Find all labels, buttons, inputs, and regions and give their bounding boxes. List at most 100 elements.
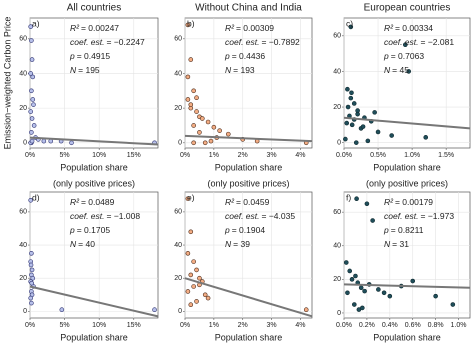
- x-tick-label: 0%: [180, 152, 190, 159]
- stat-value: = −0.7892: [262, 37, 301, 47]
- point: [194, 299, 199, 304]
- stat: p = 0.4436: [224, 51, 265, 61]
- point: [29, 116, 35, 121]
- stat-name: N: [225, 239, 232, 249]
- point: [29, 267, 35, 273]
- stat: R² = 0.0459: [225, 197, 270, 207]
- stat-value: = 0.00179: [395, 197, 433, 207]
- point: [376, 287, 381, 292]
- stat-value: = 31: [392, 239, 409, 249]
- panel-label: b): [187, 18, 195, 28]
- x-tick-label: 0%: [25, 152, 35, 159]
- point: [353, 140, 359, 145]
- point: [191, 259, 196, 264]
- stat-name: p: [224, 51, 230, 61]
- x-tick-label: 1.0%: [451, 322, 467, 329]
- x-tick-label: 3%: [267, 152, 277, 159]
- stat-name: R²: [70, 23, 80, 33]
- stat: R² = 0.00334: [384, 23, 433, 33]
- point: [191, 140, 196, 146]
- panel-subtitle: (only positive prices): [366, 178, 448, 188]
- stat-name: coef. est.: [70, 37, 105, 47]
- stat-value: = 0.1904: [232, 225, 266, 235]
- stat-name: N: [70, 65, 77, 75]
- point: [188, 102, 194, 107]
- point: [205, 119, 211, 125]
- x-axis-label: Population share: [215, 162, 283, 172]
- stat-value: = 0.7063: [391, 51, 425, 61]
- stat-name: coef. est.: [225, 211, 260, 221]
- fit-line: [29, 285, 159, 318]
- point: [30, 97, 36, 102]
- stat-value: = 0.00334: [395, 23, 433, 33]
- stat: N = 45: [384, 65, 409, 75]
- y-tick-label: 60: [174, 36, 182, 43]
- y-tick-label: 60: [333, 209, 341, 216]
- stat: coef. est. = −4.035: [225, 211, 295, 221]
- stat-value: = −1.973: [421, 211, 455, 221]
- y-tick-label: 60: [333, 33, 341, 40]
- x-tick-label: 1%: [209, 322, 219, 329]
- fit-line: [184, 277, 313, 318]
- point: [185, 74, 191, 80]
- point: [362, 288, 367, 294]
- point: [194, 109, 199, 114]
- y-tick-label: 0: [337, 310, 341, 317]
- fit-line: [184, 134, 313, 143]
- stat-name: coef. est.: [70, 211, 105, 221]
- x-tick-label: 0.6%: [405, 322, 421, 329]
- y-tick-label: 0: [178, 140, 182, 147]
- point: [370, 218, 375, 223]
- point: [29, 300, 34, 306]
- stat: p = 0.7063: [383, 51, 424, 61]
- stat: R² = 0.0489: [70, 197, 115, 207]
- point: [387, 293, 393, 299]
- y-tick-label: 0: [23, 308, 27, 315]
- point: [191, 284, 196, 289]
- y-tick-label: 20: [174, 105, 182, 112]
- stat-name: p: [383, 51, 389, 61]
- point: [365, 138, 371, 144]
- stat-name: R²: [70, 197, 80, 207]
- panel-label: f): [346, 192, 351, 202]
- x-tick-label: 2%: [238, 322, 248, 329]
- point: [358, 285, 364, 291]
- point: [217, 128, 222, 133]
- point: [343, 260, 349, 265]
- point: [348, 95, 354, 101]
- stat-name: coef. est.: [384, 211, 419, 221]
- point: [30, 74, 36, 80]
- point: [345, 86, 350, 92]
- y-tick-label: 40: [333, 243, 341, 250]
- point: [389, 133, 394, 138]
- x-tick-label: 15%: [127, 152, 141, 159]
- point: [188, 229, 194, 235]
- fit-line: [343, 116, 471, 130]
- panel-subtitle: (only positive prices): [207, 178, 289, 188]
- point: [28, 71, 33, 76]
- y-tick-label: 0: [178, 308, 182, 315]
- y-tick-label: 0: [23, 140, 27, 147]
- x-tick-label: 4%: [295, 152, 305, 159]
- y-tick-label: 60: [19, 36, 27, 43]
- y-tick-label: 40: [333, 68, 341, 75]
- x-tick-label: 0.0%: [336, 322, 352, 329]
- point: [29, 280, 35, 286]
- x-tick-label: 0.4%: [382, 322, 398, 329]
- stat: p = 0.4915: [69, 51, 110, 61]
- point: [152, 307, 157, 313]
- point: [185, 251, 191, 256]
- stat: N = 193: [225, 65, 255, 75]
- point: [185, 22, 191, 28]
- x-tick-label: 3%: [267, 322, 277, 329]
- stat-value: = 0.00247: [81, 23, 119, 33]
- y-tick-label: 20: [19, 275, 27, 282]
- point: [344, 120, 350, 126]
- point: [202, 140, 208, 146]
- point: [197, 275, 202, 281]
- point: [188, 302, 194, 308]
- x-tick-label: 0%: [25, 322, 35, 329]
- point: [423, 135, 429, 140]
- point: [360, 124, 366, 129]
- x-tick-label: 15%: [127, 322, 141, 329]
